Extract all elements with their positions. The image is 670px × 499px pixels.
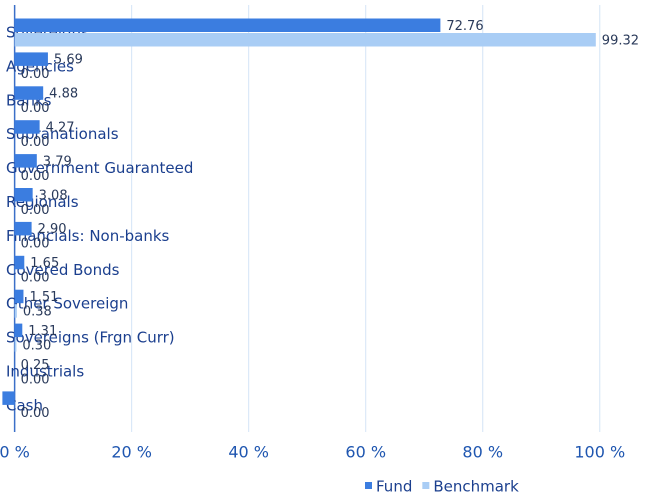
value-label: 0.00 [21, 135, 50, 150]
value-label: 0.30 [22, 338, 51, 353]
bar [14, 86, 44, 100]
bar [14, 52, 48, 66]
value-label: 0.38 [23, 304, 52, 319]
legend-swatch [422, 482, 430, 489]
value-label: 0.00 [21, 101, 50, 116]
category-label: Covered Bonds [6, 261, 120, 279]
bar [14, 323, 23, 338]
bar [14, 33, 596, 47]
value-label: 3.08 [39, 188, 68, 203]
x-tick-label: 60 % [345, 443, 386, 462]
x-tick-label: 20 % [111, 443, 152, 462]
value-label: 0.00 [21, 237, 50, 252]
value-label: 1.65 [30, 256, 59, 271]
value-label: 4.27 [46, 120, 75, 135]
bar [14, 188, 33, 202]
x-tick-label: 80 % [462, 443, 503, 462]
bar [2, 391, 15, 405]
category-label: Industrials [6, 363, 84, 381]
value-label: 99.32 [602, 33, 639, 48]
x-tick-label: 100 % [574, 443, 625, 462]
bar [14, 255, 25, 270]
value-label: 0.00 [21, 169, 50, 184]
value-label: 0.00 [21, 271, 50, 286]
category-label: Sovereigns (Frgn Curr) [6, 329, 175, 347]
bar [14, 154, 37, 168]
x-tick-label: 40 % [228, 443, 269, 462]
bar [14, 221, 32, 236]
legend-label: Benchmark [433, 478, 519, 496]
value-label: 1.31 [28, 324, 57, 339]
bar [14, 304, 17, 318]
legend-swatch [365, 482, 372, 489]
bar [14, 338, 17, 352]
category-label: Financials: Non-banks [6, 227, 170, 245]
value-label: 3.79 [43, 154, 72, 169]
category-label: Government Guaranteed [6, 159, 193, 177]
value-label: 1.51 [29, 290, 58, 305]
legend-label: Fund [376, 478, 412, 496]
bar [14, 18, 441, 32]
x-tick-label: 0 % [0, 443, 30, 462]
value-label: 0.00 [21, 406, 50, 421]
bar [14, 289, 24, 304]
value-label: 0.00 [21, 67, 50, 82]
value-label: 0.00 [21, 203, 50, 218]
category-label: Cash [6, 396, 43, 414]
value-label: 0.25 [21, 358, 50, 373]
value-label: 72.76 [446, 19, 483, 34]
value-label: 5.69 [54, 53, 83, 68]
value-label: 4.88 [49, 87, 78, 102]
value-label: 0.00 [21, 372, 50, 387]
bar [14, 120, 40, 134]
value-label: 2.90 [38, 222, 67, 237]
category-label: Other Sovereign [6, 295, 128, 313]
